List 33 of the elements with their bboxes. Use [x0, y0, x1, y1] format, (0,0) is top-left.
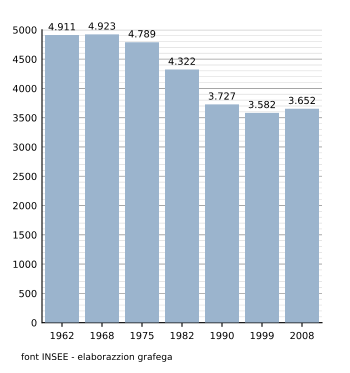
x-tick-label: 1990: [210, 332, 234, 340]
x-tick-label: 1999: [250, 332, 274, 340]
bar: [245, 112, 279, 323]
data-label: 4.911: [48, 23, 76, 30]
bar: [125, 42, 159, 323]
data-label: 3.727: [208, 92, 236, 100]
bar: [45, 35, 79, 323]
x-tick-label: 1968: [90, 332, 114, 340]
bar: [165, 70, 199, 323]
bar: [205, 104, 239, 323]
y-tick-label: 3000: [13, 143, 36, 151]
data-label: 4.789: [128, 30, 156, 38]
data-label: 4.923: [88, 22, 116, 30]
y-tick-label: 0: [32, 319, 36, 326]
y-tick-label: 500: [19, 290, 36, 298]
y-tick-label: 4000: [12, 84, 36, 92]
x-tick-label: 1975: [130, 332, 154, 340]
bar: [285, 108, 319, 323]
y-tick-label: 1000: [13, 260, 36, 268]
y-tick-label: 5000: [13, 26, 36, 34]
y-tick-label: 2500: [13, 172, 36, 180]
data-label: 3.652: [288, 96, 315, 104]
y-tick-label: 4500: [12, 56, 36, 63]
y-tick-label: 2000: [13, 202, 36, 210]
text: font INSEE - elaborazzion grafega: [21, 353, 172, 362]
x-tick-label: 1982: [170, 332, 194, 340]
x-tick-label: 1962: [50, 332, 74, 340]
bar: [85, 34, 119, 323]
x-tick-label: 2008: [290, 332, 314, 340]
data-label: 3.582: [248, 100, 275, 108]
y-tick-label: 1500: [13, 231, 36, 239]
y-tick-label: 3500: [13, 114, 36, 122]
data-label: 4.322: [168, 58, 195, 65]
